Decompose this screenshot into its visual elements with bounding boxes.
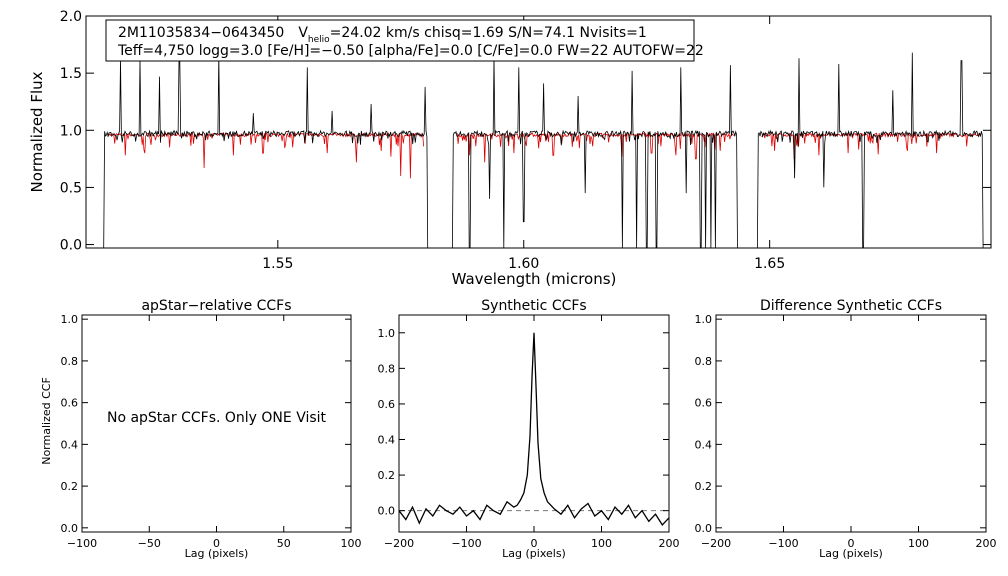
x-tick-label: 200 <box>976 537 997 550</box>
y-tick-label: 0.2 <box>695 480 713 493</box>
synthetic-spectrum-line <box>107 131 980 179</box>
no-apstar-ccf-message: No apStar CCFs. Only ONE Visit <box>107 410 327 426</box>
difference-ccf-title: Difference Synthetic CCFs <box>760 298 942 314</box>
y-tick-label: 0.2 <box>61 480 79 493</box>
observed-spectrum-segment <box>757 52 984 249</box>
x-tick-label: −100 <box>768 537 798 550</box>
synthetic-ccf-title: Synthetic CCFs <box>481 298 586 314</box>
apstar-ccf-title: apStar−relative CCFs <box>141 298 291 314</box>
synthetic-ccf-panel: Synthetic CCFs −200 −100 0 100 200 0.0 0.2 0.4 0… <box>378 298 680 560</box>
x-tick-label: 100 <box>591 537 612 550</box>
difference-ccf-plot-frame <box>715 314 987 533</box>
y-tick-label: 1.0 <box>378 327 396 340</box>
x-tick-label: 50 <box>277 537 291 550</box>
y-tick-label: 0.0 <box>378 505 396 518</box>
x-tick-label: 0 <box>213 537 220 550</box>
y-tick-label: 0.6 <box>61 397 79 410</box>
y-tick-label: 0.8 <box>695 355 713 368</box>
fit-summary-text: =24.02 km/s chisq=1.69 S/N=74.1 Nvisits=… <box>330 25 647 41</box>
star-id: 2M11035834−0643450 <box>118 25 284 41</box>
apstar-ccf-axis-ticks: −100 −50 0 50 100 0.0 0.2 0.4 0.6 0.8 1.0 <box>61 313 362 550</box>
y-tick-label: 0.8 <box>61 355 79 368</box>
y-tick-label: 0.0 <box>61 522 79 535</box>
x-tick-label: −200 <box>384 537 414 550</box>
x-tick-label: −50 <box>138 537 161 550</box>
info-box-line-1: 2M11035834−0643450 Vhelio=24.02 km/s chis… <box>118 25 647 45</box>
x-tick-label: 1.60 <box>508 256 539 272</box>
velocity-symbol: V <box>298 25 308 41</box>
spectrum-info-box: 2M11035834−0643450 Vhelio=24.02 km/s chis… <box>105 19 704 62</box>
y-tick-label: 0.6 <box>695 397 713 410</box>
synthetic-ccf-x-axis-label: Lag (pixels) <box>502 547 566 560</box>
y-tick-label: 0.2 <box>378 469 396 482</box>
synthetic-ccf-curve <box>398 332 670 526</box>
x-tick-label: 0 <box>531 537 538 550</box>
spectrum-panel: 1.55 1.60 1.65 0.0 0.5 1.0 1.5 2.0 Normalized F… <box>28 9 992 288</box>
x-tick-label: −100 <box>451 537 481 550</box>
difference-ccf-axis-ticks: −200 −100 0 100 200 0.0 0.2 0.4 0.6 0.8 1.0 <box>695 313 997 550</box>
velocity-subscript: helio <box>308 35 330 45</box>
apstar-ccf-y-axis-label: Normalized CCF <box>40 377 53 465</box>
y-tick-label: 1.0 <box>695 313 713 326</box>
y-tick-label: 0.4 <box>378 434 396 447</box>
y-tick-label: 0.0 <box>60 238 82 254</box>
synthetic-spectrum-segment <box>107 131 425 179</box>
difference-ccf-x-axis-label: Lag (pixels) <box>819 547 883 560</box>
y-tick-label: 0.6 <box>378 398 396 411</box>
observed-spectrum-line <box>103 52 984 249</box>
x-tick-label: −100 <box>67 537 97 550</box>
x-tick-label: 100 <box>341 537 362 550</box>
y-tick-label: 0.5 <box>60 180 82 196</box>
y-tick-label: 1.0 <box>61 313 79 326</box>
y-tick-label: 0.8 <box>378 362 396 375</box>
x-tick-label: 200 <box>659 537 680 550</box>
y-tick-label: 0.4 <box>61 438 79 451</box>
info-box-line-2: Teff=4,750 logg=3.0 [Fe/H]=−0.50 [alpha/… <box>117 43 704 59</box>
y-tick-label: 0.4 <box>695 438 713 451</box>
spectrum-y-axis-label: Normalized Flux <box>28 71 46 192</box>
apstar-ccf-x-axis-label: Lag (pixels) <box>185 547 249 560</box>
spectrum-x-axis-label: Wavelength (microns) <box>452 270 617 288</box>
x-tick-label: −200 <box>701 537 731 550</box>
info-box-frame <box>105 19 695 62</box>
y-tick-label: 1.5 <box>60 66 82 82</box>
observed-spectrum-segment <box>452 55 738 249</box>
spectrum-plot-frame <box>85 15 992 249</box>
apstar-ccf-panel: apStar−relative CCFs −100 −50 0 50 100 0.0 0.2… <box>40 298 362 560</box>
observed-spectrum-segment <box>103 54 429 249</box>
x-tick-label: 1.55 <box>262 256 293 272</box>
synthetic-spectrum-segment <box>456 131 734 163</box>
x-tick-label: 1.65 <box>754 256 785 272</box>
synthetic-ccf-axis-ticks: −200 −100 0 100 200 0.0 0.2 0.4 0.6 0.8 1.0 <box>378 315 680 550</box>
y-tick-label: 0.0 <box>695 522 713 535</box>
y-tick-label: 1.0 <box>60 123 82 139</box>
x-tick-label: 0 <box>848 537 855 550</box>
difference-ccf-panel: Difference Synthetic CCFs −200 −100 0 100 20… <box>695 298 997 560</box>
spectrum-axis-ticks: 1.55 1.60 1.65 0.0 0.5 1.0 1.5 2.0 <box>60 9 991 272</box>
x-tick-label: 100 <box>908 537 929 550</box>
y-tick-label: 2.0 <box>60 9 82 25</box>
